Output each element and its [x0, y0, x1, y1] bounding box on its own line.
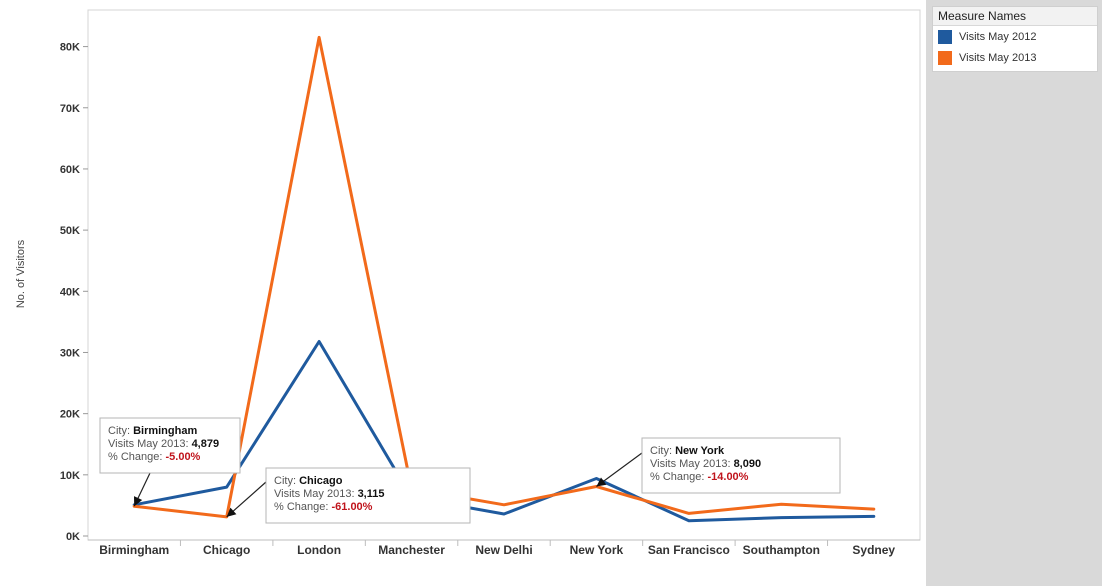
x-tick-label-new-york: New York	[570, 543, 624, 557]
legend-swatch-visits-may-2012	[938, 29, 952, 44]
annotation-line: % Change: -14.00%	[650, 471, 749, 483]
y-tick-label: 10K	[60, 470, 80, 482]
annotation-line: % Change: -5.00%	[108, 451, 201, 463]
x-axis: Birmingham Chicago London Manchester New Del…	[99, 540, 895, 557]
y-tick-label: 60K	[60, 164, 80, 176]
legend-title: Measure Names	[933, 7, 1097, 26]
annotation-box	[641, 437, 841, 494]
annotation-line: City: Birmingham	[108, 425, 197, 437]
line-chart: 0K 10K 20K 30K 40K 50K 60K 70K 80K Birmingham Chi…	[15, 9, 921, 557]
y-tick-label: 50K	[60, 225, 80, 237]
annotation-arrow	[596, 449, 647, 487]
y-axis: 0K 10K 20K 30K 40K 50K 60K 70K 80K	[60, 42, 88, 543]
annotation-box	[265, 467, 471, 524]
y-tick-label: 70K	[60, 103, 80, 115]
series-line-visits-may-2013[interactable]	[132, 35, 876, 519]
x-tick-label-san-francisco: San Francisco	[648, 543, 730, 557]
legend-item-visits-may-2013[interactable]: Visits May 2013	[933, 47, 1097, 68]
annotation-arrowhead	[226, 507, 237, 517]
y-tick-label: 0K	[66, 531, 80, 543]
x-tick-label-manchester: Manchester	[378, 543, 445, 557]
annotation-line: Visits May 2013: 4,879	[108, 438, 219, 450]
y-tick-label: 20K	[60, 409, 80, 421]
legend-swatch-visits-may-2013	[938, 50, 952, 65]
legend: Measure Names Visits May 2012 Visits May…	[932, 6, 1098, 72]
annotation-box	[99, 417, 241, 474]
annotation-arrowhead	[596, 477, 607, 487]
x-tick-label-london: London	[297, 543, 341, 557]
series-line-visits-may-2012[interactable]	[132, 340, 876, 523]
legend-label: Visits May 2013	[959, 51, 1037, 64]
y-tick-label: 30K	[60, 347, 80, 359]
annotation-line: City: Chicago	[274, 475, 343, 487]
legend-label: Visits May 2012	[959, 30, 1037, 43]
annotation-line: Visits May 2013: 3,115	[274, 488, 384, 500]
x-tick-label-chicago: Chicago	[203, 543, 250, 557]
legend-pane: Measure Names Visits May 2012 Visits May…	[926, 0, 1102, 586]
annotation-line: % Change: -61.00%	[274, 501, 373, 513]
legend-item-visits-may-2012[interactable]: Visits May 2012	[933, 26, 1097, 47]
x-tick-label-sydney: Sydney	[852, 543, 895, 557]
annotation-line: City: New York	[650, 445, 725, 457]
x-tick-label-birmingham: Birmingham	[99, 543, 169, 557]
y-tick-label: 40K	[60, 286, 80, 298]
x-tick-label-southampton: Southampton	[743, 543, 820, 557]
y-axis-title: No. of Visitors	[15, 239, 27, 308]
y-tick-label: 80K	[60, 42, 80, 54]
annotation-arrowhead	[134, 496, 143, 507]
annotation-line: Visits May 2013: 8,090	[650, 458, 761, 470]
series-layer	[132, 35, 876, 523]
x-tick-label-new-delhi: New Delhi	[475, 543, 532, 557]
